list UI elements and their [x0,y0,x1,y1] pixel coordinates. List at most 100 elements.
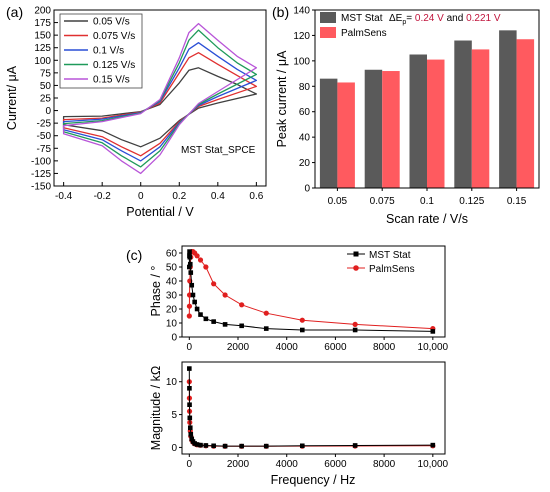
chart-b-ytick-label-1: 20 [299,158,311,169]
chart-b-legend: MST Stat PalmSens [320,12,387,39]
chart-c-phase-ytick-label-1: 10 [166,319,178,330]
bar-palmsens-3 [471,49,490,188]
chart-c-magnitude-point-mst-1 [187,385,192,391]
chart-c-phase-xtick-label-4: 8000 [373,342,396,353]
cv-curve-3 [62,29,258,168]
chart-b-annotation: ΔEp= 0.24 V and 0.221 V [389,13,501,26]
chart-c-magnitude-xtick-label-0: 0 [187,459,193,470]
chart-c-phase-point-palmsens-12 [211,281,217,287]
chart-c-phase-point-mst-7 [190,292,196,298]
chart-b-ytick-label-3: 60 [299,107,311,118]
chart-a-xtick-label-0: -0.4 [55,191,73,202]
chart-a-ytick-label-12: 150 [34,31,51,42]
chart-c-phase-ytick-label-3: 30 [166,291,178,302]
chart-c-phase-point-mst-5 [188,270,194,275]
chart-c-magnitude-ytick-label-2: 10 [166,377,178,388]
chart-b-legend-swatch-mst [320,12,336,23]
chart-a-ticks: -0.4 -0.2 0 0.2 0.4 0.6 -150 -125 -100-75 -50-25 0… [31,6,264,203]
chart-a-xlabel: Potential / V [126,205,194,219]
chart-a-legend-label-0: 0.05 V/s [93,17,130,28]
chart-c-magnitude-xtick-label-2: 4000 [276,459,299,470]
chart-c-phase-point-palmsens-17 [352,321,358,327]
chart-b-ytick-label-4: 80 [299,82,311,93]
bar-palmsens-4 [516,39,535,188]
chart-c-magnitude-point-mst-3 [187,415,193,421]
chart-c-phase-point-mst-15 [263,326,269,331]
chart-c-magnitude-point-mst-10 [198,442,203,448]
chart-a-lines [62,22,258,175]
chart-c-magnitude-ticks: 0 2000 4000 6000 8000 10,000 0 5 10 [166,377,449,470]
chart-c-phase-point-mst-4 [187,261,193,267]
chart-a-ytick-label-14: 200 [34,6,51,17]
chart-c-phase: 0 2000 4000 6000 8000 10,000 0 10 20 30 40 50 60 MST… [149,245,449,353]
chart-c-magnitude-point-mst-9 [194,442,200,447]
chart-c-phase-point-mst-18 [430,329,436,334]
chart-c-phase-point-mst-10 [198,312,203,317]
chart-c-magnitude-point-mst-13 [222,443,228,449]
chart-c-magnitude-lines [186,366,436,449]
cv-curve-1 [62,52,258,157]
chart-c-magnitude-point-mst-18 [430,442,436,448]
chart-c-magnitude-point-mst-2 [187,402,192,408]
chart-c-magnitude-point-mst-12 [211,443,216,449]
chart-c-phase-point-palmsens-9 [194,253,200,259]
chart-b-xtick-label-1: 0.075 [370,196,395,207]
chart-a-xtick-label-2: 0 [138,191,144,202]
chart-a-legend: 0.05 V/s 0.075 V/s 0.1 V/s 0.125 V/s 0.15 V/… [59,13,143,89]
chart-b-legend-swatch-palmsens [320,27,336,38]
legend-marker-mst [353,251,359,257]
chart-a-ytick-label-5: -25 [37,119,52,130]
chart-c-magnitude-ytick-label-0: 0 [171,443,177,454]
chart-c-phase-frame [181,245,446,338]
chart-c-phase-ytick-label-0: 0 [171,333,177,344]
panel-label-c: (c) [126,247,142,263]
chart-c-magnitude-point-mst-5 [188,431,194,437]
chart-c-magnitude-frame [181,361,446,455]
chart-a-ytick-label-8: 50 [40,81,52,92]
chart-c-magnitude-xtick-label-4: 8000 [373,459,396,470]
chart-c-phase-point-mst-13 [222,322,228,327]
chart-a-ytick-label-9: 75 [40,68,52,79]
legend-marker-palmsens [353,265,359,271]
bar-palmsens-2 [427,59,445,189]
chart-a-ytick-label-4: -50 [37,131,52,142]
chart-b-xtick-label-0: 0.05 [328,196,348,207]
chart-a-frame [53,9,267,187]
chart-b-ytick-label-5: 100 [293,56,310,67]
chart-c-magnitude-point-mst-0 [187,366,192,371]
chart-c-phase-point-mst-8 [192,299,197,305]
chart-c-phase-point-mst-6 [189,282,195,288]
chart-a-ytick-label-0: -150 [31,182,51,193]
chart-c-phase-xtick-label-0: 0 [187,342,193,353]
chart-c-phase-xtick-label-3: 6000 [324,342,347,353]
chart-a-xtick-label-1: -0.2 [94,191,112,202]
chart-c-magnitude-xtick-label-1: 2000 [227,459,250,470]
chart-c-phase-point-mst-16 [299,327,305,333]
chart-c-phase-lines [186,249,436,334]
chart-c-phase-point-palmsens-0 [186,313,192,319]
chart-b-legend-label-mst: MST Stat [341,13,383,24]
chart-c-magnitude-point-mst-15 [263,443,269,449]
chart-b-ytick-label-0: 0 [304,184,310,195]
chart-a-legend-label-4: 0.15 V/s [93,75,130,86]
chart-c-phase-ytick-label-5: 50 [166,263,178,274]
chart-c-magnitude-point-mst-14 [239,443,244,449]
chart-c-magnitude: 0 2000 4000 6000 8000 10,000 0 5 10 Frequency / … [149,361,449,487]
chart-a-ytick-label-13: 175 [34,18,51,29]
chart-c-phase-point-palmsens-14 [239,302,245,308]
chart-a-legend-label-2: 0.1 V/s [93,46,124,57]
chart-b-ytick-label-6: 120 [293,31,310,42]
chart-c-magnitude-point-mst-11 [203,443,209,448]
chart-c-phase-point-palmsens-1 [186,303,193,309]
chart-c-phase-point-mst-12 [211,319,216,324]
chart-a-xtick-label-5: 0.6 [249,191,263,202]
chart-c-phase-point-mst-2 [187,249,192,254]
chart-c-magnitude-xtick-label-5: 10,000 [418,459,449,470]
chart-b-xtick-label-3: 0.125 [459,196,484,207]
chart-b-ytick-label-7: 140 [293,6,310,17]
chart-c-phase-xtick-label-2: 4000 [276,342,299,353]
chart-b-xtick-label-4: 0.15 [507,196,527,207]
chart-c-phase-point-mst-14 [239,323,244,329]
cv-curve-4 [62,22,258,175]
